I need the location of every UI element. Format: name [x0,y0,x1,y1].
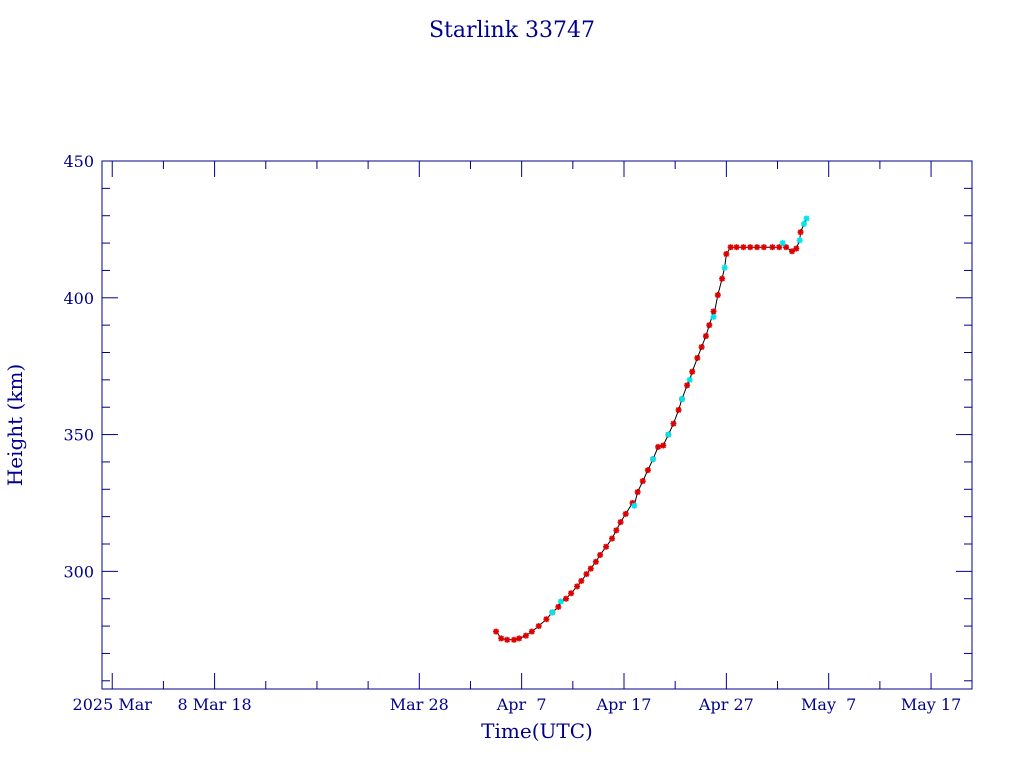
data-point-primary [522,632,529,639]
data-point-primary [609,535,616,542]
data-point-secondary [631,502,638,509]
data-point-primary [694,354,701,361]
data-point-primary [516,635,523,642]
y-tick-label: 300 [63,562,94,581]
data-point-secondary [796,237,803,244]
data-point-primary [789,248,796,255]
data-point-primary [634,489,641,496]
series-layer [493,215,810,643]
data-point-primary [760,244,767,251]
data-point-primary [587,565,594,572]
data-point-primary [747,244,754,251]
data-point-primary [733,244,740,251]
data-point-primary [592,558,599,565]
data-point-primary [675,406,682,413]
data-point-secondary [686,376,693,383]
data-point-secondary [665,431,672,438]
data-point-secondary [721,264,728,271]
data-point-secondary [549,609,556,616]
data-point-primary [528,628,535,635]
data-point-primary [613,527,620,534]
x-tick-label: Mar 28 [390,695,449,714]
y-tick-label: 450 [63,152,94,171]
data-point-primary [639,478,646,485]
x-axis-label: Time(UTC) [481,719,593,743]
data-point-primary [727,244,734,251]
data-point-primary [504,636,511,643]
x-tick-label: Apr 27 [698,695,754,714]
data-point-primary [510,636,517,643]
data-point-primary [769,244,776,251]
data-point-secondary [800,220,807,227]
data-point-primary [754,244,761,251]
data-point-secondary [803,215,810,222]
data-point-primary [644,467,651,474]
data-point-primary [493,628,500,635]
y-axis-ticks: 300 350 400 450 [63,152,972,682]
data-point-primary [740,244,747,251]
data-point-primary [578,577,585,584]
data-point-secondary [557,598,564,605]
data-point-secondary [650,456,656,463]
data-point-primary [555,603,562,610]
data-point-primary [710,308,717,315]
data-point-primary [574,583,581,590]
data-point-primary [498,635,505,642]
trajectory-line [495,218,807,641]
data-point-primary [622,510,629,517]
data-point-primary [719,275,726,282]
data-point-secondary [779,240,786,247]
data-point-primary [714,292,721,299]
data-point-primary [797,229,804,236]
data-point-primary [702,333,709,340]
x-tick-label: May 7 [801,695,856,714]
data-point-primary [793,245,800,252]
y-tick-label: 400 [63,289,94,308]
data-point-primary [535,623,542,630]
data-point-primary [568,590,575,597]
x-tick-label: Apr 17 [596,695,652,714]
data-point-secondary [710,313,717,320]
data-point-primary [660,442,667,449]
plot-frame [101,160,973,690]
data-point-primary [783,244,790,251]
data-point-primary [670,420,677,427]
data-point-primary [776,244,783,251]
data-point-primary [597,551,604,558]
data-point-primary [543,616,550,623]
x-tick-label: 2025 Mar [73,695,153,714]
data-point-primary [684,382,691,389]
data-point-primary [563,595,569,602]
data-point-primary [706,322,713,329]
x-tick-label: Apr 7 [496,695,547,714]
x-axis-ticks: 2025 Mar 8 Mar 18 Mar 28 Apr 7 Apr 17 Apr 27 M… [73,161,961,714]
data-point-primary [583,571,590,578]
data-point-primary [617,519,624,526]
y-axis-label: Height (km) [3,364,27,486]
data-point-primary [689,368,696,375]
y-tick-label: 350 [63,426,94,445]
data-point-primary [603,543,610,550]
data-point-primary [723,251,730,258]
data-point-primary [698,344,705,351]
data-point-secondary [679,396,685,403]
chart-title: Starlink 33747 [429,18,595,43]
data-point-primary [655,443,662,450]
x-tick-label: May 17 [901,695,961,714]
x-tick-label: 8 Mar 18 [177,695,251,714]
